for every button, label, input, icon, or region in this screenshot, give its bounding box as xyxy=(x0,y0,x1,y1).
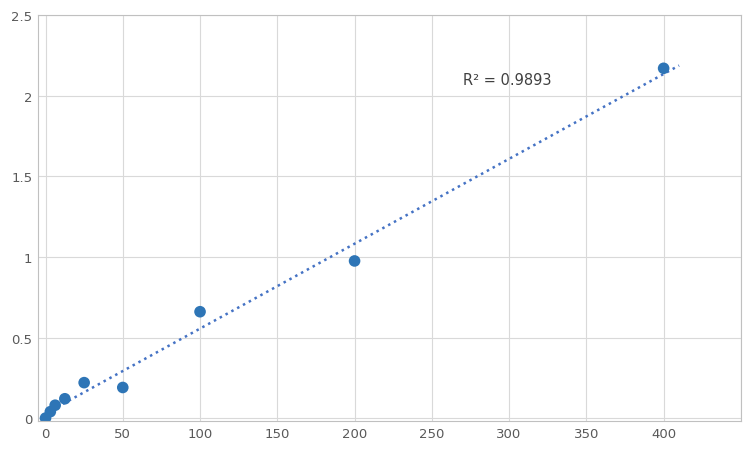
Point xyxy=(117,384,129,391)
Text: R² = 0.9893: R² = 0.9893 xyxy=(462,73,551,88)
Point xyxy=(78,379,90,387)
Point xyxy=(349,258,361,265)
Point xyxy=(49,402,61,409)
Point xyxy=(59,395,71,402)
Point xyxy=(194,308,206,316)
Point xyxy=(40,414,52,422)
Point xyxy=(44,408,56,415)
Point xyxy=(657,65,669,73)
